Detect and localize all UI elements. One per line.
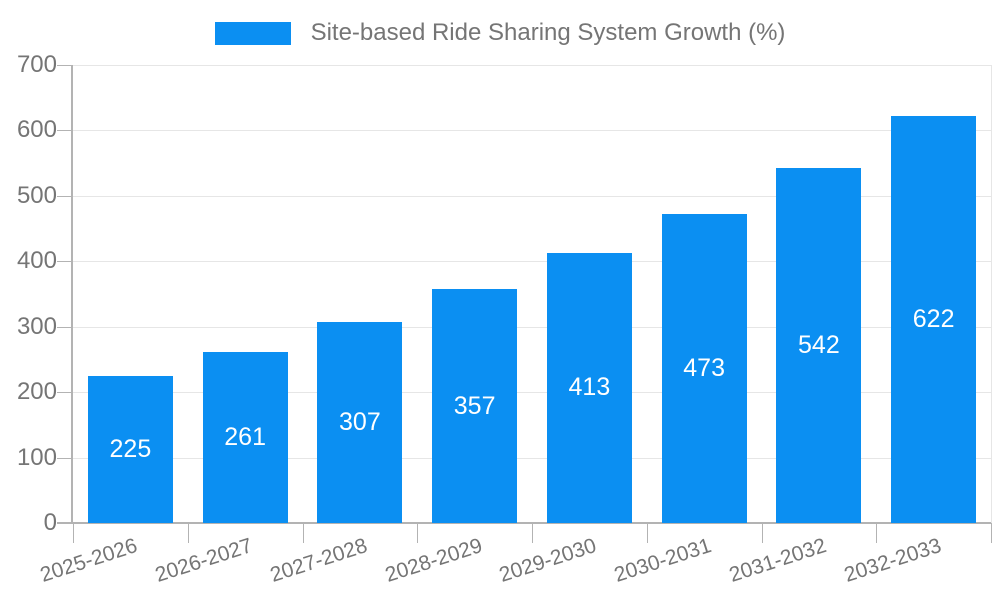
- x-axis-tick: [991, 523, 992, 543]
- bar: 473: [661, 213, 747, 523]
- bar-value-label: 307: [339, 408, 381, 437]
- legend-swatch: [214, 21, 291, 45]
- bar-value-label: 225: [109, 434, 152, 463]
- y-axis-tick: [57, 65, 73, 66]
- y-axis-tick: [57, 130, 73, 132]
- x-axis-tick: [646, 523, 648, 543]
- y-axis-tick-label: 600: [16, 116, 57, 144]
- gridline: [73, 130, 991, 132]
- bar: 542: [776, 168, 862, 523]
- y-axis-tick-label: 100: [16, 443, 57, 471]
- gridline-right: [991, 65, 992, 523]
- bar: 261: [202, 352, 288, 523]
- gridline: [73, 65, 991, 66]
- y-axis-tick: [57, 326, 73, 328]
- y-axis-tick-label: 500: [16, 181, 57, 209]
- x-axis-tick: [417, 523, 419, 543]
- bar-value-label: 473: [683, 353, 725, 382]
- x-axis-tick: [876, 523, 878, 543]
- y-axis-tick-label: 700: [16, 51, 57, 78]
- bar-value-label: 261: [224, 423, 266, 452]
- y-axis-tick: [57, 457, 73, 459]
- bar: 357: [432, 289, 518, 523]
- gridline: [73, 457, 991, 459]
- y-axis-line: [71, 65, 73, 523]
- gridline: [73, 261, 991, 263]
- bar: 413: [546, 252, 632, 523]
- y-axis-tick: [57, 392, 73, 394]
- bar: 225: [87, 375, 173, 523]
- x-axis-tick: [187, 523, 189, 543]
- bar-value-label: 622: [912, 305, 955, 333]
- x-axis-tick: [302, 523, 304, 543]
- bar-value-label: 413: [568, 373, 611, 402]
- gridline: [73, 326, 991, 328]
- legend-label: Site-based Ride Sharing System Growth (%…: [310, 19, 786, 46]
- bar-value-label: 357: [453, 391, 496, 420]
- bar: 622: [891, 116, 977, 523]
- bar-value-label: 542: [798, 331, 840, 360]
- y-axis-tick-label: 300: [16, 312, 57, 340]
- gridline: [73, 195, 991, 197]
- gridline: [73, 392, 991, 394]
- y-axis-tick-label: 400: [16, 247, 57, 275]
- x-axis-tick: [532, 523, 533, 543]
- y-axis-tick: [57, 195, 73, 197]
- y-axis-tick-label: 0: [43, 509, 57, 536]
- legend-item[interactable]: Site-based Ride Sharing System Growth (%…: [214, 19, 786, 47]
- bar: 307: [317, 322, 403, 523]
- x-axis-line: [57, 522, 991, 524]
- y-axis-tick-label: 200: [16, 378, 57, 406]
- y-axis-tick: [57, 261, 73, 263]
- x-axis-tick: [761, 523, 763, 543]
- legend: Site-based Ride Sharing System Growth (%…: [0, 19, 1000, 47]
- x-axis-tick: [73, 523, 74, 543]
